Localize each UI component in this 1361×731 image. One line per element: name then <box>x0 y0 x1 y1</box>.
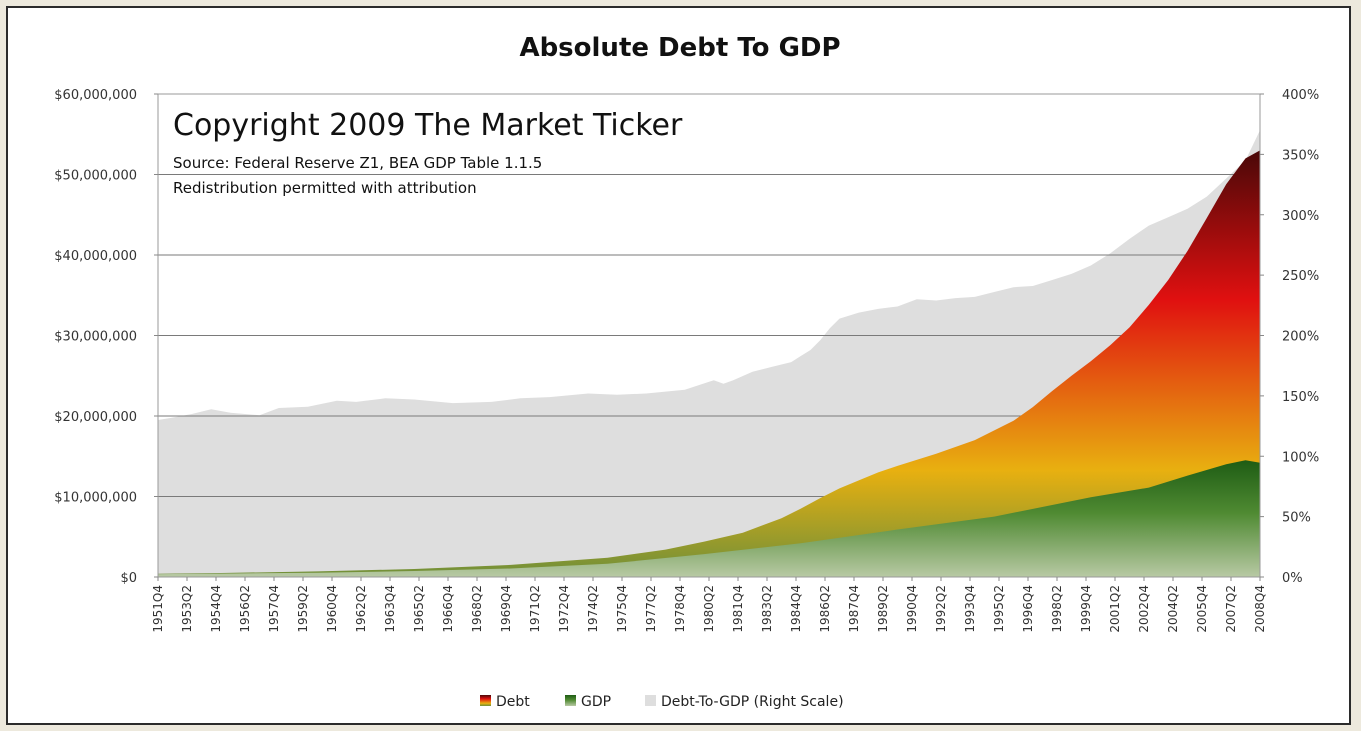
x-axis-tick-label: 1992Q2 <box>934 585 948 633</box>
redistribution-text: Redistribution permitted with attributio… <box>173 179 477 197</box>
left-axis-tick-label: $20,000,000 <box>54 410 137 425</box>
x-axis-tick-label: 1983Q2 <box>760 585 774 633</box>
left-axis-tick-label: $50,000,000 <box>54 169 137 184</box>
x-axis-tick-label: 1984Q4 <box>789 585 803 633</box>
x-axis-tick-label: 1974Q2 <box>586 585 600 633</box>
x-axis-tick-label: 2002Q4 <box>1137 585 1151 633</box>
x-axis-tick-label: 1962Q2 <box>354 585 368 633</box>
x-axis-tick-label: 1975Q4 <box>615 585 629 633</box>
legend-swatch-debt <box>480 695 491 706</box>
x-axis-tick-label: 1966Q4 <box>441 585 455 633</box>
chart-title: Absolute Debt To GDP <box>519 33 840 63</box>
x-axis-tick-label: 1972Q4 <box>557 585 571 633</box>
series-debt-area <box>158 150 1260 577</box>
right-axis-tick-label: 250% <box>1282 269 1319 284</box>
copyright-text: Copyright 2009 The Market Ticker <box>173 108 683 143</box>
copyright-annotation: Copyright 2009 The Market Ticker Source:… <box>173 108 683 197</box>
x-axis-tick-label: 1954Q4 <box>209 585 223 633</box>
legend-swatch-gdp <box>565 695 576 706</box>
x-axis-tick-label: 1969Q4 <box>499 585 513 633</box>
right-axis: 0% 50% 100% 150% 200% 250% 300% 350% 400% <box>1260 88 1319 586</box>
legend: Debt GDP Debt-To-GDP (Right Scale) <box>480 694 844 710</box>
legend-label-debt: Debt <box>496 694 530 710</box>
x-axis-tick-label: 1968Q2 <box>470 585 484 633</box>
x-axis-tick-label: 2007Q2 <box>1224 585 1238 633</box>
x-axis-tick-label: 2005Q4 <box>1195 585 1209 633</box>
x-axis-tick-label: 1998Q2 <box>1050 585 1064 633</box>
left-axis-tick-label: $10,000,000 <box>54 491 137 506</box>
x-axis-tick-label: 1981Q4 <box>731 585 745 633</box>
x-axis-tick-label: 1971Q2 <box>528 585 542 633</box>
right-axis-tick-label: 100% <box>1282 450 1319 465</box>
right-axis-tick-label: 400% <box>1282 88 1319 103</box>
x-axis-tick-label: 1953Q2 <box>180 585 194 633</box>
x-axis-tick-label: 1960Q4 <box>325 585 339 633</box>
x-axis-tick-label: 1980Q2 <box>702 585 716 633</box>
x-axis-tick-label: 1965Q2 <box>412 585 426 633</box>
left-axis-tick-label: $30,000,000 <box>54 330 137 345</box>
x-axis-tick-label: 1978Q4 <box>673 585 687 633</box>
legend-label-gdp: GDP <box>581 694 611 710</box>
x-axis-tick-label: 1999Q4 <box>1079 585 1093 633</box>
x-axis-tick-label: 1963Q4 <box>383 585 397 633</box>
x-axis-tick-label: 1959Q2 <box>296 585 310 633</box>
legend-swatch-debt-to-gdp <box>645 695 656 706</box>
right-axis-tick-label: 300% <box>1282 209 1319 224</box>
right-axis-tick-label: 0% <box>1282 571 1303 586</box>
x-axis-tick-label: 1990Q4 <box>905 585 919 633</box>
x-axis-tick-label: 2004Q2 <box>1166 585 1180 633</box>
left-axis-tick-label: $40,000,000 <box>54 249 137 264</box>
x-axis-tick-label: 1977Q2 <box>644 585 658 633</box>
left-axis: $0 $10,000,000 $20,000,000 $30,000,000 $40,0… <box>54 88 158 586</box>
right-axis-tick-label: 50% <box>1282 511 1311 526</box>
x-axis-tick-label: 1951Q4 <box>151 585 165 633</box>
left-axis-tick-label: $0 <box>120 571 137 586</box>
source-text: Source: Federal Reserve Z1, BEA GDP Tabl… <box>173 154 542 172</box>
x-axis: 1951Q4 1953Q2 1954Q4 1956Q2 1957Q4 1959Q2 1960… <box>151 577 1267 633</box>
x-axis-tick-label: 1957Q4 <box>267 585 281 633</box>
right-axis-tick-label: 350% <box>1282 148 1319 163</box>
x-axis-tick-label: 1996Q4 <box>1021 585 1035 633</box>
x-axis-tick-label: 1989Q2 <box>876 585 890 633</box>
x-axis-tick-label: 1993Q4 <box>963 585 977 633</box>
x-axis-tick-label: 2008Q4 <box>1253 585 1267 633</box>
legend-label-debt-to-gdp: Debt-To-GDP (Right Scale) <box>661 694 844 710</box>
right-axis-tick-label: 200% <box>1282 330 1319 345</box>
series-gdp-area <box>158 460 1260 577</box>
right-axis-tick-label: 150% <box>1282 390 1319 405</box>
x-axis-tick-label: 1956Q2 <box>238 585 252 633</box>
x-axis-tick-label: 1986Q2 <box>818 585 832 633</box>
x-axis-tick-label: 1995Q2 <box>992 585 1006 633</box>
x-axis-tick-label: 1987Q4 <box>847 585 861 633</box>
left-axis-tick-label: $60,000,000 <box>54 88 137 103</box>
x-axis-tick-label: 2001Q2 <box>1108 585 1122 633</box>
